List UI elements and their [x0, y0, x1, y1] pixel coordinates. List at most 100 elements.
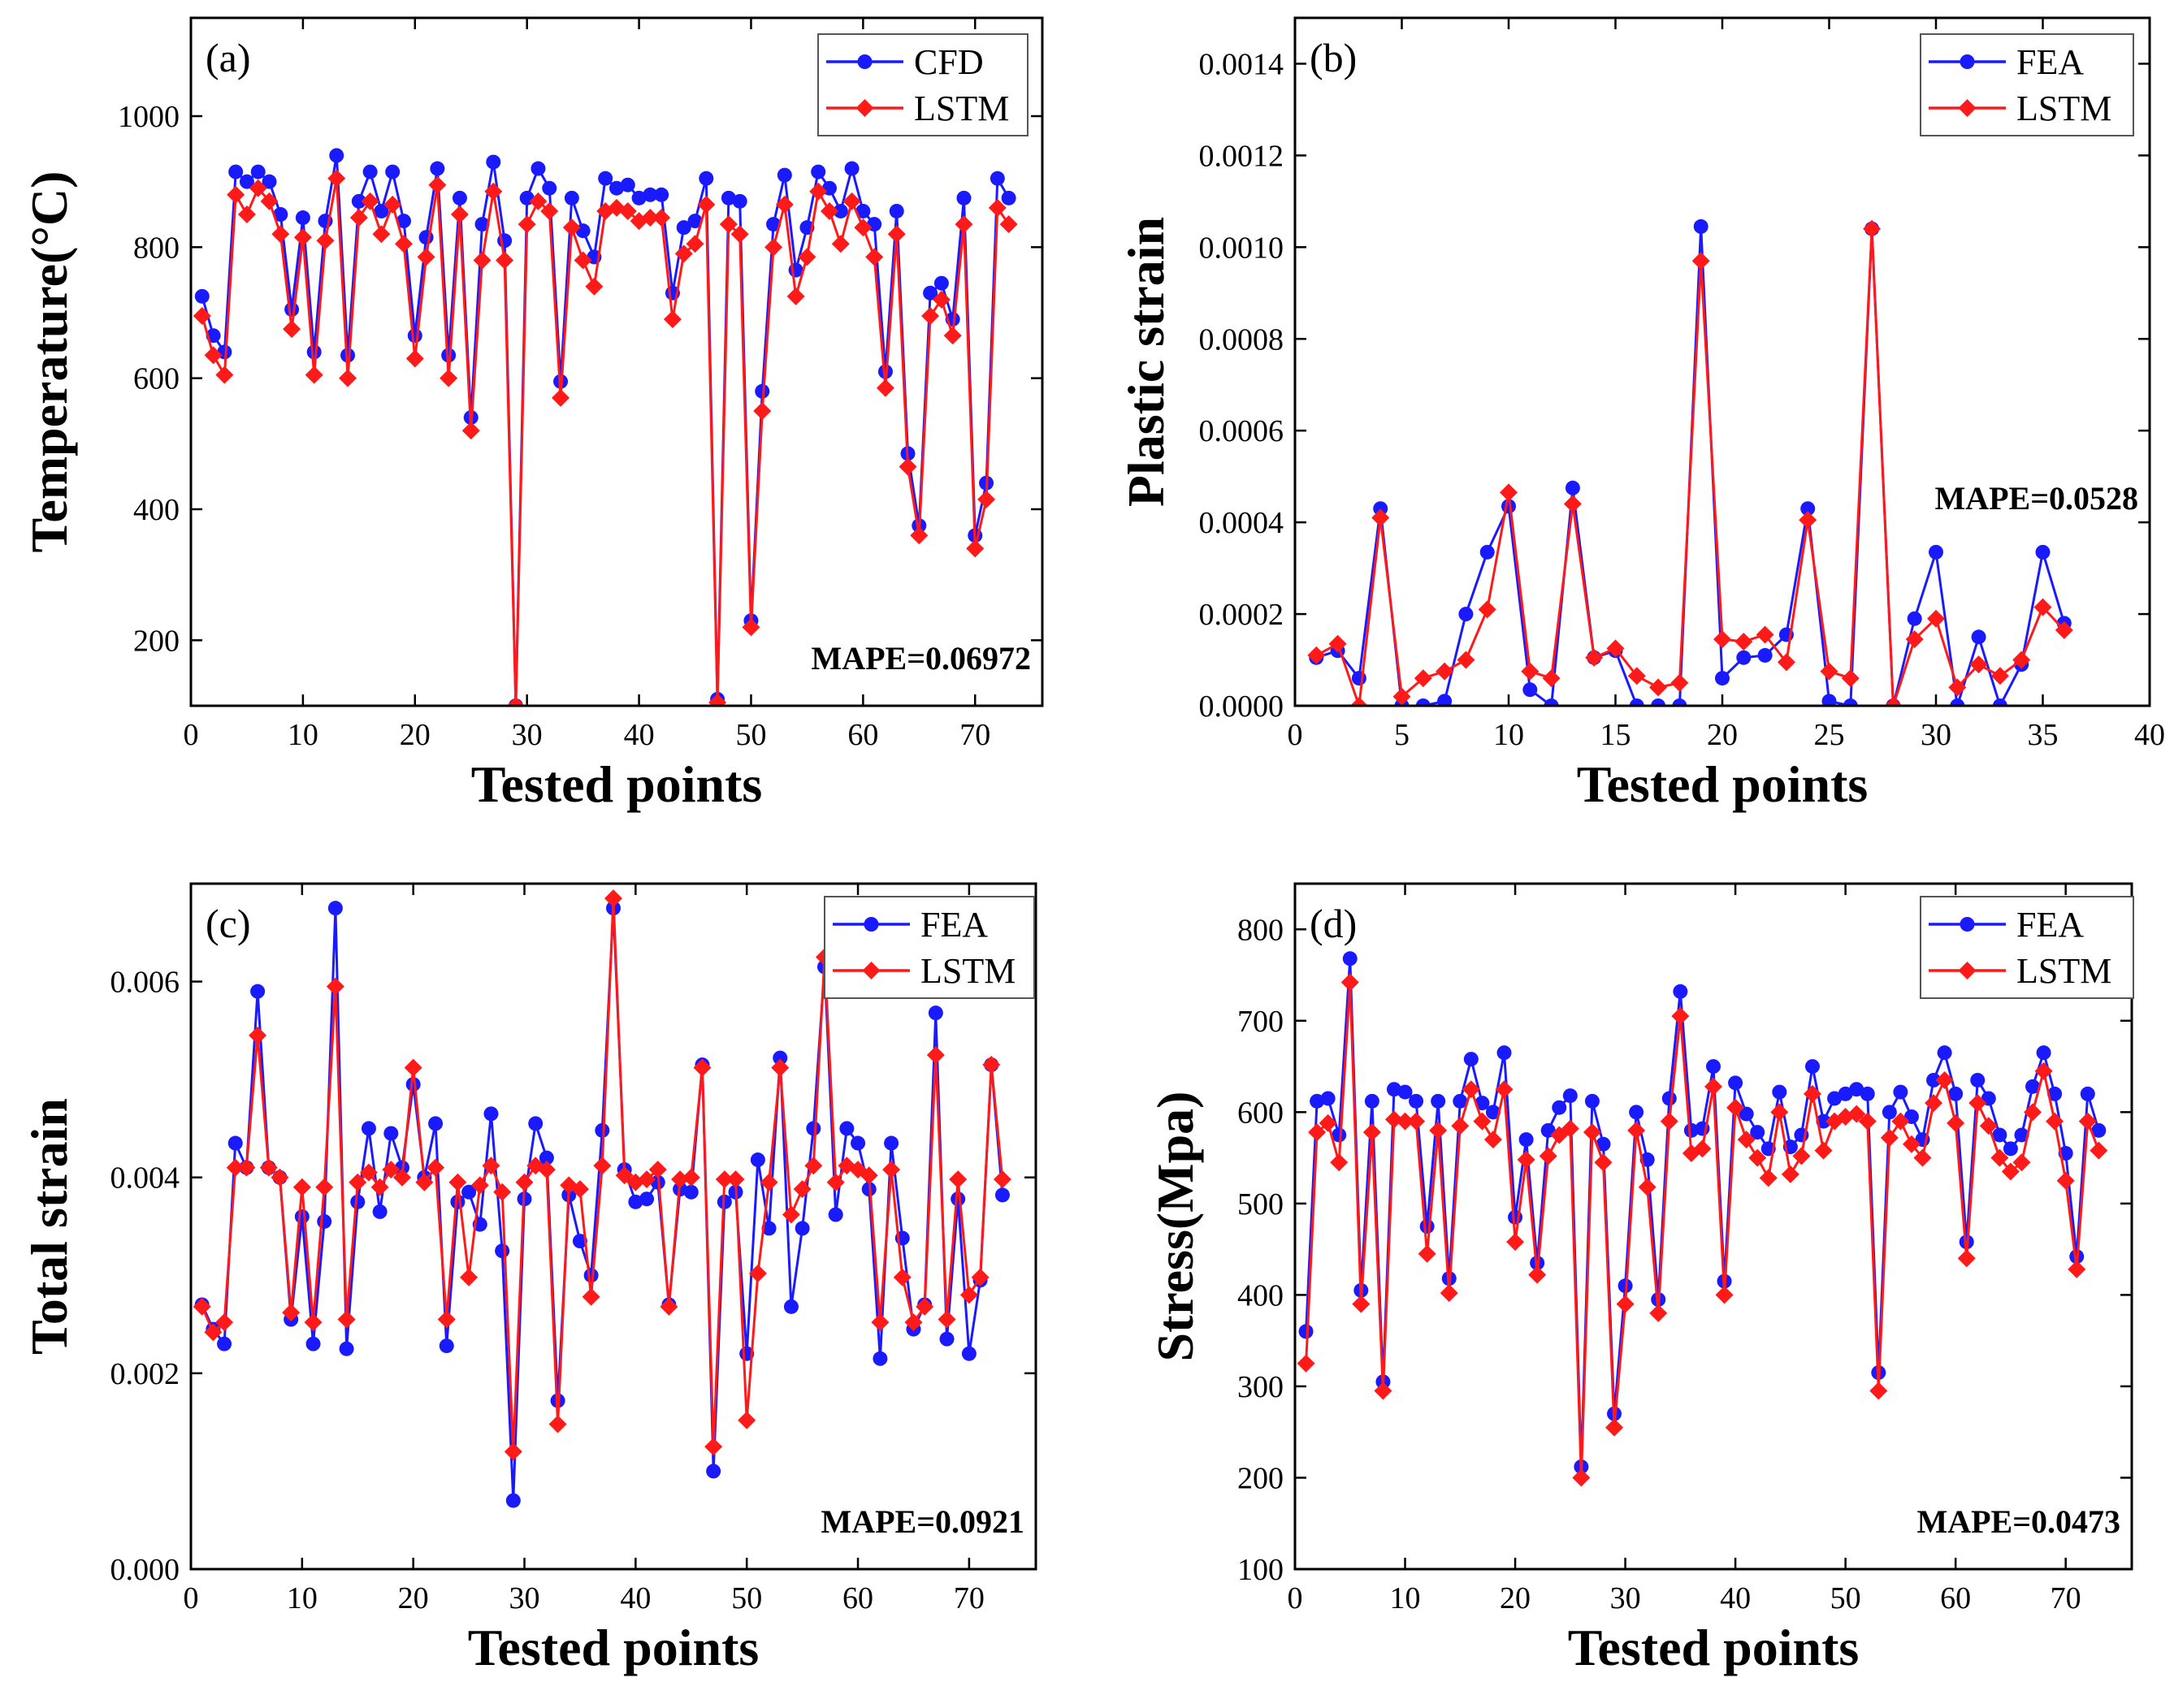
data-point-lstm — [271, 1168, 289, 1187]
y-tick-label: 800 — [1237, 913, 1284, 947]
data-point-lstm — [372, 225, 391, 244]
data-point-lstm — [738, 1411, 756, 1429]
data-point-lstm — [831, 235, 850, 253]
data-point-cfd — [374, 203, 389, 218]
y-tick-label: 1000 — [118, 100, 180, 134]
data-point-fea — [2047, 1086, 2063, 1101]
panel-label: (b) — [1310, 35, 1357, 80]
data-point-lstm — [876, 378, 894, 397]
data-point-fea — [884, 1135, 899, 1151]
data-point-lstm — [648, 1161, 667, 1179]
x-tick-label: 60 — [1940, 1581, 1971, 1615]
data-point-lstm — [1693, 1139, 1712, 1158]
y-tick-label: 0.002 — [110, 1357, 180, 1391]
data-point-lstm — [1748, 1148, 1767, 1167]
data-point-lstm — [775, 195, 794, 214]
data-point-fea — [1804, 1059, 1820, 1075]
data-point-lstm — [440, 369, 458, 387]
data-point-lstm — [393, 1168, 411, 1187]
y-tick-label: 0.0010 — [1199, 231, 1284, 265]
data-point-lstm — [1726, 1098, 1745, 1117]
x-tick-label: 35 — [2028, 718, 2059, 752]
data-point-fea — [1757, 647, 1773, 663]
data-point-lstm — [1392, 687, 1411, 706]
data-point-fea — [1838, 1086, 1853, 1101]
data-point-cfd — [239, 174, 254, 189]
x-tick-label: 10 — [1493, 718, 1524, 752]
y-tick-label: 0.0012 — [1199, 139, 1284, 173]
x-tick-label: 60 — [842, 1581, 873, 1615]
data-point-cfd — [452, 190, 467, 205]
data-point-cfd — [362, 164, 378, 179]
data-point-lstm — [1478, 600, 1496, 619]
data-point-cfd — [430, 161, 445, 176]
data-point-lstm — [271, 225, 290, 244]
data-point-lstm — [693, 1058, 712, 1077]
data-point-fea — [495, 1243, 510, 1259]
data-point-lstm — [1820, 662, 1838, 681]
data-point-lstm — [1473, 1112, 1492, 1131]
data-point-lstm — [871, 1313, 890, 1332]
data-point-fea — [1629, 698, 1644, 706]
data-point-fea — [1929, 544, 1943, 560]
data-point-fea — [1728, 1075, 1743, 1091]
data-point-cfd — [351, 193, 366, 209]
data-point-fea — [1992, 1127, 2007, 1143]
data-point-fea — [217, 1336, 232, 1351]
data-point-lstm — [2056, 1171, 2075, 1190]
data-point-lstm — [2068, 1260, 2086, 1278]
y-tick-label: 300 — [1237, 1370, 1284, 1404]
data-point-lstm — [1440, 1284, 1458, 1303]
data-point-lstm — [1605, 1418, 1624, 1437]
data-point-fea — [439, 1338, 454, 1354]
data-point-lstm — [2024, 1103, 2042, 1122]
data-point-lstm — [2055, 621, 2073, 639]
data-point-lstm — [1594, 1153, 1613, 1172]
data-point-lstm — [337, 1310, 356, 1329]
y-tick-label: 200 — [1237, 1461, 1284, 1495]
data-point-fea — [528, 1116, 544, 1131]
mape-annotation: MAPE=0.0473 — [1916, 1503, 2120, 1540]
data-point-cfd — [295, 210, 310, 226]
data-point-fea — [1926, 1072, 1942, 1087]
data-point-fea — [1364, 1093, 1379, 1109]
x-tick-label: 10 — [1390, 1581, 1421, 1615]
data-point-lstm — [1759, 1169, 1778, 1187]
data-point-cfd — [564, 190, 579, 205]
data-point-lstm — [518, 215, 536, 234]
data-point-fea — [539, 1150, 554, 1165]
data-point-lstm — [938, 1310, 956, 1329]
y-axis-title: Temperature(°C) — [20, 171, 78, 553]
legend-marker — [1958, 962, 1977, 979]
data-point-fea — [750, 1152, 765, 1168]
x-tick-label: 30 — [509, 1581, 540, 1615]
data-point-lstm — [305, 365, 323, 384]
data-point-lstm — [715, 1170, 734, 1189]
y-tick-label: 0.006 — [110, 966, 180, 1000]
data-point-lstm — [926, 1046, 945, 1064]
data-point-fea — [1849, 1082, 1864, 1097]
data-point-cfd — [923, 285, 938, 301]
data-point-lstm — [1803, 1084, 1821, 1103]
data-point-lstm — [437, 1310, 456, 1329]
x-tick-label: 30 — [1610, 1581, 1641, 1615]
data-point-lstm — [506, 697, 525, 706]
data-point-lstm — [1670, 673, 1689, 692]
data-point-fea — [1736, 650, 1752, 665]
data-point-lstm — [227, 185, 245, 204]
data-point-cfd — [833, 203, 848, 218]
data-point-cfd — [889, 203, 904, 218]
data-point-cfd — [598, 171, 613, 186]
data-point-lstm — [1462, 1080, 1480, 1099]
data-point-fea — [706, 1464, 721, 1479]
data-point-lstm — [955, 215, 973, 234]
legend-marker — [855, 99, 874, 117]
x-axis-title: Tested points — [1577, 755, 1869, 813]
data-point-fea — [2080, 1086, 2095, 1101]
data-point-cfd — [777, 167, 792, 183]
data-point-lstm — [1715, 1286, 1734, 1304]
data-point-fea — [1629, 1105, 1644, 1120]
data-point-fea — [1479, 544, 1495, 560]
data-point-lstm — [2033, 598, 2052, 616]
data-point-fea — [773, 1050, 788, 1066]
